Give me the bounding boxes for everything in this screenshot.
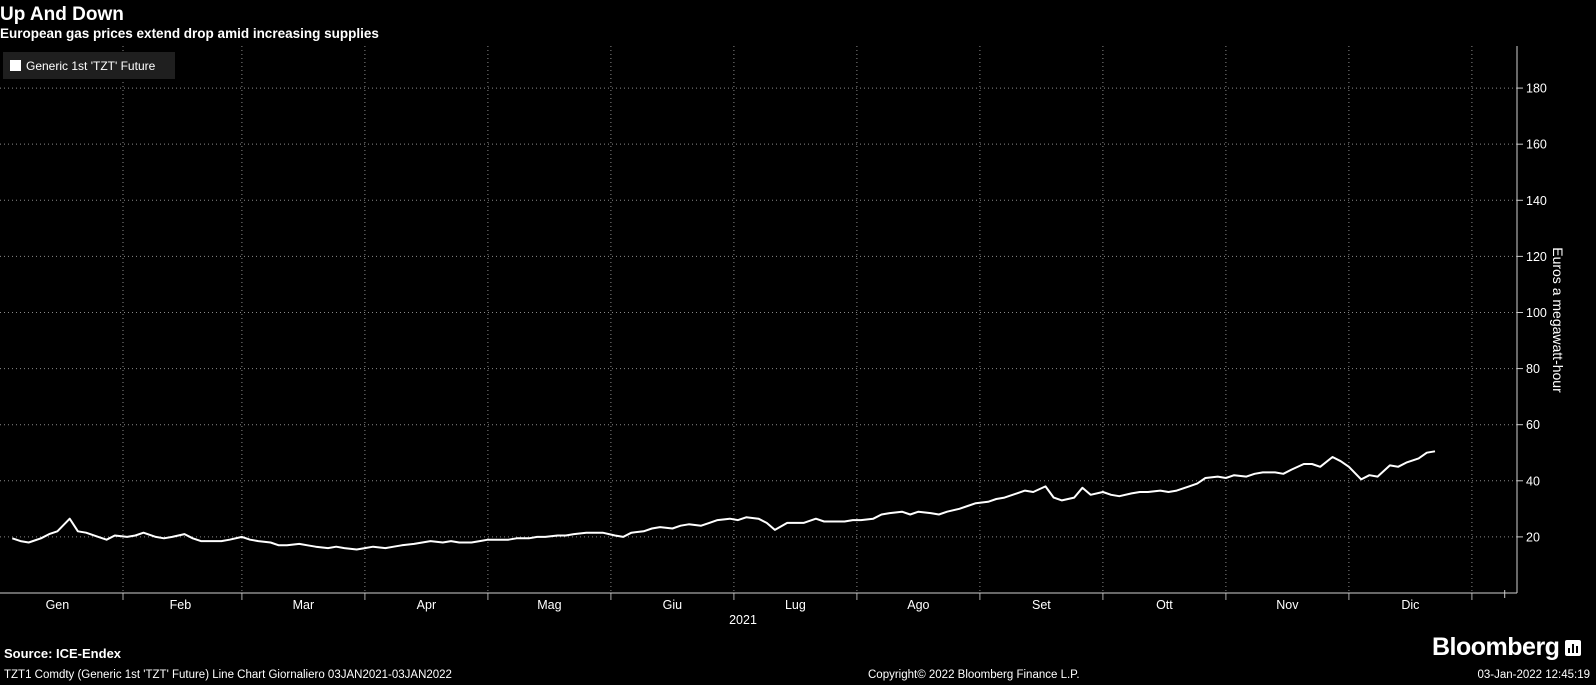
brand-name: Bloomberg	[1432, 633, 1560, 661]
x-tick-label: Set	[1032, 598, 1051, 612]
x-axis-year-label: 2021	[729, 613, 757, 627]
footer-ticker-info: TZT1 Comdty (Generic 1st 'TZT' Future) L…	[4, 669, 452, 681]
series-line	[11, 450, 1436, 551]
y-tick-label: 40	[1526, 474, 1540, 488]
y-tick-label: 20	[1526, 530, 1540, 544]
y-tick-label: 160	[1526, 138, 1547, 152]
source-note: Source: ICE-Endex	[4, 646, 122, 661]
x-tick-label: Lug	[785, 598, 806, 612]
chart-title: Up And Down	[0, 4, 124, 25]
y-axis-title: Euros a megawatt-hour	[1550, 247, 1566, 393]
y-tick-label: 120	[1526, 250, 1547, 264]
y-tick-label: 80	[1526, 362, 1540, 376]
chart-subtitle: European gas prices extend drop amid inc…	[0, 26, 379, 41]
y-tick-label: 140	[1526, 194, 1547, 208]
footer-copyright: Copyright© 2022 Bloomberg Finance L.P.	[868, 669, 1080, 681]
x-tick-label: Giu	[663, 598, 683, 612]
x-tick-label: Gen	[46, 598, 70, 612]
x-tick-label: Nov	[1276, 598, 1299, 612]
legend: Generic 1st 'TZT' Future	[3, 52, 175, 79]
footer-timestamp: 03-Jan-2022 12:45:19	[1477, 669, 1590, 681]
x-tick-label: Ago	[907, 598, 929, 612]
x-tick-label: Mag	[537, 598, 561, 612]
legend-label: Generic 1st 'TZT' Future	[26, 58, 156, 73]
bloomberg-terminal-icon	[1565, 639, 1582, 656]
x-tick-label: Dic	[1401, 598, 1419, 612]
x-tick-label: Ott	[1156, 598, 1173, 612]
bloomberg-logo: Bloomberg	[1432, 633, 1582, 662]
legend-swatch	[10, 60, 21, 71]
x-tick-label: Feb	[170, 598, 192, 612]
y-tick-label: 180	[1526, 82, 1547, 96]
x-tick-label: Mar	[293, 598, 315, 612]
y-tick-label: 60	[1526, 418, 1540, 432]
y-tick-label: 100	[1526, 306, 1547, 320]
x-tick-label: Apr	[417, 598, 436, 612]
